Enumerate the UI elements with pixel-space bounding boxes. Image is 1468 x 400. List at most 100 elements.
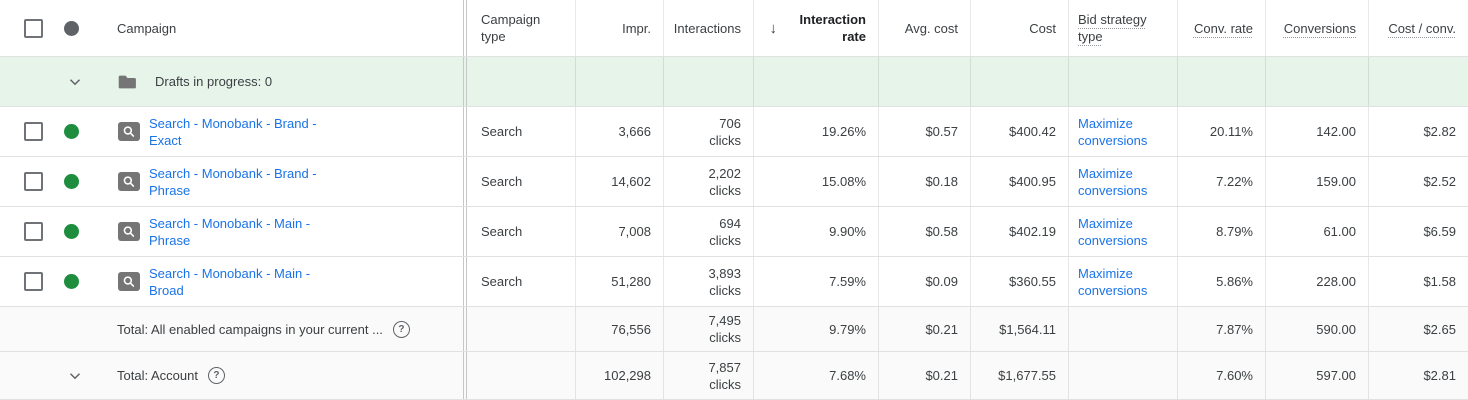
column-header-cost[interactable]: Cost bbox=[970, 0, 1068, 56]
impressions-cell: 3,666 bbox=[575, 107, 663, 156]
impressions-cell: 14,602 bbox=[575, 157, 663, 206]
impressions-cell: 102,298 bbox=[575, 352, 663, 399]
conv-rate-cell: 5.86% bbox=[1177, 257, 1265, 306]
interactions-cell: 694 clicks bbox=[663, 207, 753, 256]
interactions-cell: 2,202 clicks bbox=[663, 157, 753, 206]
cost-per-conv-cell: $2.81 bbox=[1368, 352, 1468, 399]
drafts-in-progress-row: Drafts in progress: 0 bbox=[0, 57, 1468, 107]
search-campaign-icon bbox=[118, 122, 140, 141]
campaign-link[interactable]: Search - Monobank - Main - Broad bbox=[149, 265, 311, 298]
interaction-rate-cell: 15.08% bbox=[753, 157, 878, 206]
cost-per-conv-cell: $6.59 bbox=[1368, 207, 1468, 256]
avg-cost-cell: $0.58 bbox=[878, 207, 970, 256]
campaign-row: Search - Monobank - Main - Phrase Search… bbox=[0, 207, 1468, 257]
avg-cost-cell: $0.21 bbox=[878, 307, 970, 351]
conversions-cell: 61.00 bbox=[1265, 207, 1368, 256]
column-header-cost-per-conv[interactable]: Cost / conv. bbox=[1368, 0, 1468, 56]
impressions-cell: 7,008 bbox=[575, 207, 663, 256]
conv-rate-cell: 20.11% bbox=[1177, 107, 1265, 156]
campaign-type-cell: Search bbox=[463, 107, 575, 156]
column-header-avg-cost[interactable]: Avg. cost bbox=[878, 0, 970, 56]
cost-cell: $400.42 bbox=[970, 107, 1068, 156]
conv-rate-cell: 7.60% bbox=[1177, 352, 1265, 399]
campaign-link[interactable]: Search - Monobank - Brand - Phrase bbox=[149, 165, 317, 198]
chevron-down-icon[interactable] bbox=[66, 73, 84, 91]
campaign-row: Search - Monobank - Brand - Phrase Searc… bbox=[0, 157, 1468, 207]
bid-strategy-cell: Maximize conversions bbox=[1068, 107, 1177, 156]
avg-cost-cell: $0.21 bbox=[878, 352, 970, 399]
cost-cell: $402.19 bbox=[970, 207, 1068, 256]
status-enabled-icon bbox=[64, 274, 79, 289]
column-header-conv-rate[interactable]: Conv. rate bbox=[1177, 0, 1265, 56]
select-all-checkbox[interactable] bbox=[24, 18, 43, 38]
interaction-rate-cell: 9.90% bbox=[753, 207, 878, 256]
bid-strategy-link[interactable]: Maximize conversions bbox=[1078, 265, 1148, 298]
interaction-rate-cell: 9.79% bbox=[753, 307, 878, 351]
chevron-down-icon[interactable] bbox=[66, 367, 84, 385]
campaign-link[interactable]: Search - Monobank - Main - Phrase bbox=[149, 215, 311, 248]
conversions-cell: 597.00 bbox=[1265, 352, 1368, 399]
bid-strategy-link[interactable]: Maximize conversions bbox=[1078, 165, 1148, 198]
total-label: Total: Account bbox=[117, 368, 198, 383]
search-campaign-icon bbox=[118, 222, 140, 241]
cost-per-conv-cell: $2.52 bbox=[1368, 157, 1468, 206]
campaign-link[interactable]: Search - Monobank - Brand - Exact bbox=[149, 115, 317, 148]
conversions-cell: 142.00 bbox=[1265, 107, 1368, 156]
cost-per-conv-cell: $1.58 bbox=[1368, 257, 1468, 306]
help-icon[interactable]: ? bbox=[207, 367, 225, 384]
campaign-type-cell: Search bbox=[463, 157, 575, 206]
cost-cell: $360.55 bbox=[970, 257, 1068, 306]
interaction-rate-cell: 7.59% bbox=[753, 257, 878, 306]
bid-strategy-link[interactable]: Maximize conversions bbox=[1078, 115, 1148, 148]
folder-icon bbox=[118, 74, 137, 90]
bid-strategy-cell: Maximize conversions bbox=[1068, 157, 1177, 206]
campaign-row: Search - Monobank - Main - Broad Search … bbox=[0, 257, 1468, 307]
column-header-bid-strategy-type[interactable]: Bid strategy type bbox=[1068, 0, 1177, 56]
cost-cell: $400.95 bbox=[970, 157, 1068, 206]
interactions-cell: 7,857 clicks bbox=[663, 352, 753, 399]
impressions-cell: 76,556 bbox=[575, 307, 663, 351]
conversions-cell: 228.00 bbox=[1265, 257, 1368, 306]
conversions-cell: 590.00 bbox=[1265, 307, 1368, 351]
header-status-cell bbox=[55, 0, 105, 56]
avg-cost-cell: $0.09 bbox=[878, 257, 970, 306]
header-select-cell bbox=[0, 0, 55, 56]
table-header-row: Campaign Campaign type Impr. Interaction… bbox=[0, 0, 1468, 57]
row-checkbox[interactable] bbox=[24, 122, 43, 141]
status-enabled-icon bbox=[64, 174, 79, 189]
interactions-cell: 3,893 clicks bbox=[663, 257, 753, 306]
status-enabled-icon bbox=[64, 224, 79, 239]
conv-rate-cell: 8.79% bbox=[1177, 207, 1265, 256]
help-icon[interactable]: ? bbox=[392, 320, 410, 338]
total-label: Total: All enabled campaigns in your cur… bbox=[117, 321, 383, 337]
impressions-cell: 51,280 bbox=[575, 257, 663, 306]
drafts-label: Drafts in progress: 0 bbox=[155, 74, 273, 89]
status-column-icon bbox=[64, 20, 79, 36]
campaign-type-cell: Search bbox=[463, 207, 575, 256]
column-header-interactions[interactable]: Interactions bbox=[663, 0, 753, 56]
bid-strategy-cell: Maximize conversions bbox=[1068, 207, 1177, 256]
conversions-cell: 159.00 bbox=[1265, 157, 1368, 206]
campaign-row: Search - Monobank - Brand - Exact Search… bbox=[0, 107, 1468, 157]
column-header-interaction-rate[interactable]: ↓ Interaction rate bbox=[753, 0, 878, 56]
row-checkbox[interactable] bbox=[24, 272, 43, 291]
search-campaign-icon bbox=[118, 172, 140, 191]
column-header-campaign[interactable]: Campaign bbox=[117, 20, 177, 36]
avg-cost-cell: $0.57 bbox=[878, 107, 970, 156]
row-checkbox[interactable] bbox=[24, 172, 43, 191]
column-header-campaign-type[interactable]: Campaign type bbox=[463, 0, 575, 56]
campaign-type-cell: Search bbox=[463, 257, 575, 306]
cost-per-conv-cell: $2.65 bbox=[1368, 307, 1468, 351]
column-header-conversions[interactable]: Conversions bbox=[1265, 0, 1368, 56]
cost-cell: $1,564.11 bbox=[970, 307, 1068, 351]
column-header-impressions[interactable]: Impr. bbox=[575, 0, 663, 56]
conv-rate-cell: 7.22% bbox=[1177, 157, 1265, 206]
search-campaign-icon bbox=[118, 272, 140, 291]
total-enabled-row: Total: All enabled campaigns in your cur… bbox=[0, 307, 1468, 352]
row-checkbox[interactable] bbox=[24, 222, 43, 241]
interaction-rate-cell: 19.26% bbox=[753, 107, 878, 156]
interaction-rate-cell: 7.68% bbox=[753, 352, 878, 399]
bid-strategy-link[interactable]: Maximize conversions bbox=[1078, 215, 1148, 248]
interactions-cell: 7,495 clicks bbox=[663, 307, 753, 351]
